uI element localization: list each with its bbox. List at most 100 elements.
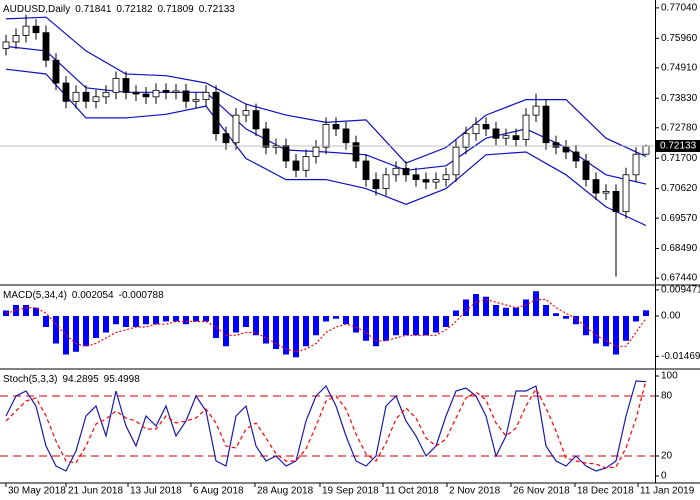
y-tick-label: 0.69570 <box>661 213 698 224</box>
y-tick-label: 0.009471 <box>661 285 700 296</box>
last-price-label: 0.72133 <box>660 141 697 152</box>
candle-body <box>32 25 40 34</box>
macd-bar <box>503 307 509 316</box>
candle-body <box>572 151 580 162</box>
candle-body <box>112 78 120 93</box>
panel-header: Stoch(5,3,3) 94.2895 95.4998 <box>3 374 140 385</box>
macd-bar <box>43 315 49 327</box>
candle-body <box>292 160 300 171</box>
candle-body <box>52 59 60 84</box>
candle-body <box>492 128 500 139</box>
candle-body <box>322 124 330 148</box>
y-tick-label: 20 <box>661 451 673 462</box>
candle-body <box>202 91 210 101</box>
candle-body <box>182 90 190 102</box>
macd-signal <box>5 298 647 353</box>
macd-bar <box>573 315 579 325</box>
macd-bar <box>133 315 139 327</box>
macd-bar <box>613 315 619 355</box>
macd-bar <box>123 315 129 327</box>
candle-body <box>62 82 70 102</box>
macd-bar <box>293 315 299 358</box>
candle-body <box>172 90 180 93</box>
macd-bar <box>413 315 419 336</box>
macd-bar <box>523 299 529 316</box>
macd-bar <box>203 315 209 322</box>
macd-bar <box>263 315 269 344</box>
candle-body <box>192 99 200 102</box>
candle-body <box>72 91 80 102</box>
macd-bar <box>433 315 439 333</box>
candle-body <box>402 167 410 176</box>
macd-bar <box>233 315 239 333</box>
candle-body <box>532 105 540 116</box>
header-value: 0.71841 <box>75 4 112 15</box>
candle-body <box>262 128 270 148</box>
candle-body <box>422 179 430 183</box>
candle-body <box>382 174 390 189</box>
y-tick-label: 0.71700 <box>661 153 698 164</box>
candle-body <box>632 153 640 176</box>
candle-body <box>22 25 30 36</box>
y-tick-label: 0.77040 <box>661 3 698 14</box>
candle-body <box>162 89 170 93</box>
candle-body <box>442 174 450 180</box>
macd-bar <box>253 315 259 336</box>
candle-body <box>512 135 520 141</box>
candle-body <box>332 124 340 130</box>
x-tick-label: 11 Oct 2018 <box>385 486 439 497</box>
macd-bar <box>183 315 189 325</box>
macd-bar <box>513 307 519 316</box>
candle-body <box>342 128 350 144</box>
panel-title: AUDUSD,Daily <box>3 4 70 15</box>
header-value: -0.000788 <box>119 290 164 301</box>
macd-bar <box>383 315 389 341</box>
y-tick-label: 0.68490 <box>661 243 698 254</box>
macd-bar <box>313 315 319 336</box>
stoch-line <box>5 380 647 469</box>
candle-body <box>362 160 370 180</box>
x-tick-label: 18 Dec 2018 <box>577 486 634 497</box>
x-tick-label: 13 Jul 2018 <box>130 486 182 497</box>
macd-bar <box>193 315 199 322</box>
x-tick-label: 26 Nov 2018 <box>513 486 570 497</box>
macd-bar <box>223 315 229 347</box>
macd-bar <box>603 315 609 347</box>
x-tick-label: 11 Jan 2019 <box>640 486 695 497</box>
candle-body <box>222 133 230 144</box>
candle-body <box>452 146 460 176</box>
macd-bar <box>533 291 539 316</box>
macd-bar <box>333 315 339 319</box>
macd-bar <box>63 315 69 355</box>
candle-body <box>92 96 100 102</box>
macd-bar <box>623 315 629 341</box>
candle-body <box>522 114 530 141</box>
macd-bar <box>463 299 469 316</box>
y-tick-label: -0.014696 <box>661 351 700 362</box>
candle-body <box>102 91 110 98</box>
macd-bar <box>543 304 549 316</box>
y-tick-label: 0.00 <box>661 311 681 322</box>
macd-bar <box>13 304 19 316</box>
y-tick-label: 0.75960 <box>661 33 698 44</box>
panel-title: MACD(5,34,4) <box>3 290 67 301</box>
macd-bar <box>53 315 59 344</box>
macd-bar <box>633 315 639 322</box>
y-tick-label: 0.73830 <box>661 93 698 104</box>
panel-header: MACD(5,34,4) 0.002054 -0.000788 <box>3 290 164 301</box>
candle-body <box>432 179 440 183</box>
macd-bar <box>583 315 589 336</box>
panel-header: AUDUSD,Daily 0.71841 0.72182 0.71809 0.72133 <box>3 4 235 15</box>
x-tick-label: 2 Nov 2018 <box>449 486 501 497</box>
macd-bar <box>483 296 489 316</box>
candle-body <box>582 160 590 180</box>
y-tick-label: 0.74910 <box>661 62 698 73</box>
candle-body <box>412 174 420 180</box>
stoch-line <box>5 380 647 472</box>
candle-body <box>462 133 470 148</box>
candle-body <box>212 91 220 135</box>
candle-body <box>2 41 10 49</box>
x-tick-label: 28 Aug 2018 <box>257 486 314 497</box>
